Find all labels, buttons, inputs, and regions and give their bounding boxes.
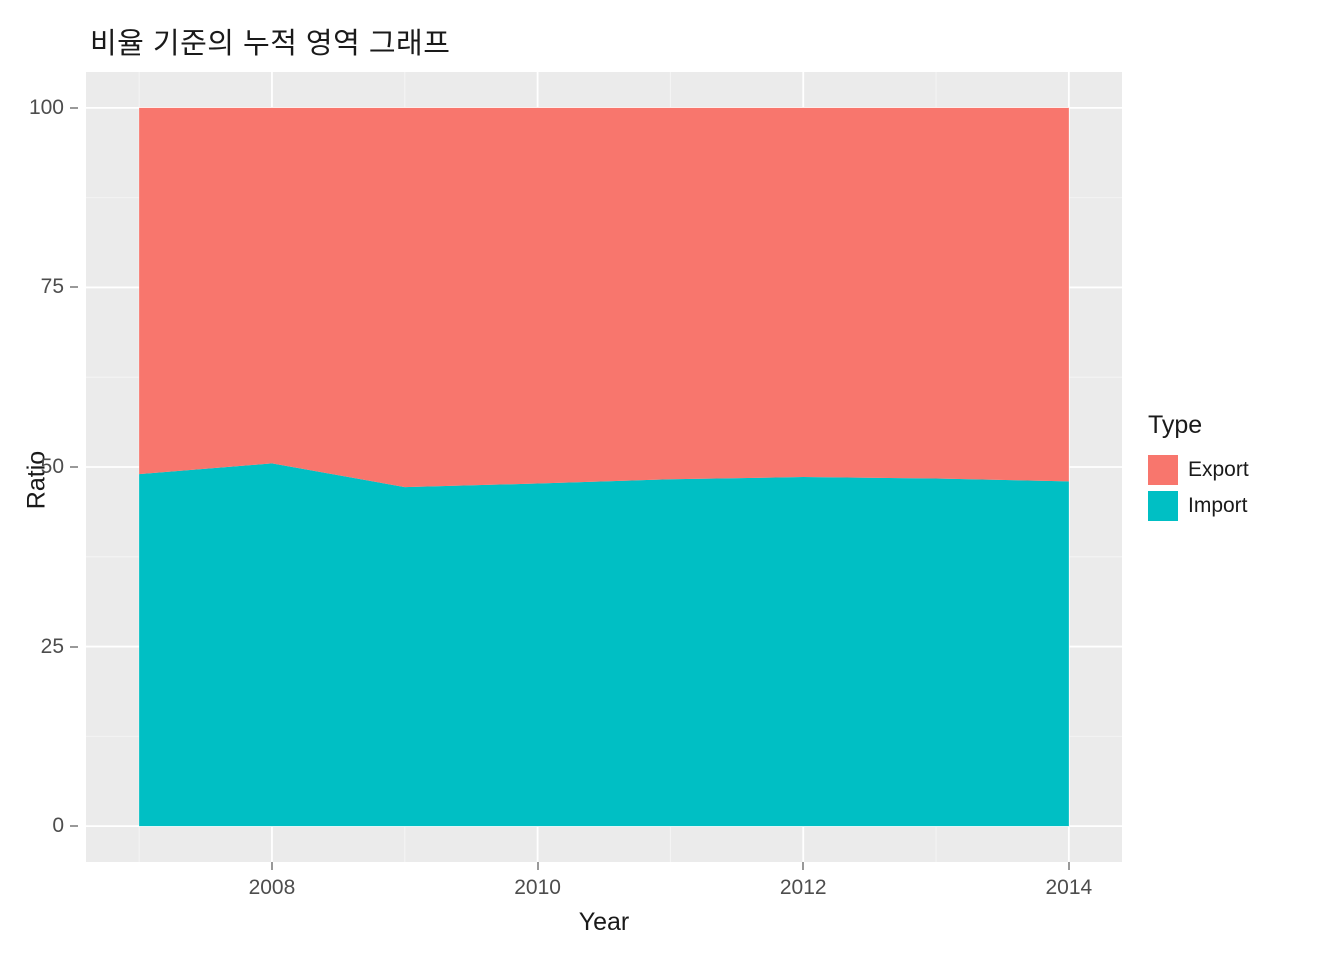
legend-item: Import (1148, 488, 1249, 524)
x-tick-label: 2010 (514, 876, 561, 900)
x-tick-mark (1068, 862, 1069, 870)
x-axis-label: Year (86, 908, 1122, 937)
legend-title: Type (1148, 411, 1249, 440)
y-tick-label: 0 (0, 814, 64, 838)
y-tick-label: 100 (0, 96, 64, 120)
area-import (139, 463, 1069, 826)
y-tick-mark (70, 467, 78, 468)
x-tick-mark (803, 862, 804, 870)
x-tick-label: 2008 (249, 876, 296, 900)
x-tick-mark (271, 862, 272, 870)
y-axis-ticks: 0 25 50 75 100 (0, 72, 78, 862)
y-tick-mark (70, 826, 78, 827)
legend-item-label: Export (1188, 458, 1249, 482)
legend: Type Export Import (1148, 72, 1249, 862)
y-tick-label: 75 (0, 275, 64, 299)
y-tick-mark (70, 287, 78, 288)
legend-item: Export (1148, 452, 1249, 488)
x-tick-mark (537, 862, 538, 870)
plot-panel (86, 72, 1122, 862)
legend-item-label: Import (1188, 494, 1248, 518)
y-tick-mark (70, 646, 78, 647)
legend-key-swatch (1148, 455, 1178, 485)
x-axis-ticks: 2008 2010 2012 2014 (86, 862, 1122, 902)
plot-svg (86, 72, 1122, 862)
legend-items: Export Import (1148, 452, 1249, 524)
x-tick-label: 2014 (1046, 876, 1093, 900)
legend-key-swatch (1148, 491, 1178, 521)
area-export (139, 108, 1069, 487)
chart-container: 비율 기준의 누적 영역 그래프 Ratio 0255075100 200820… (0, 0, 1344, 960)
y-tick-label: 25 (0, 635, 64, 659)
x-tick-label: 2012 (780, 876, 827, 900)
y-tick-mark (70, 107, 78, 108)
y-tick-label: 50 (0, 455, 64, 479)
chart-title: 비율 기준의 누적 영역 그래프 (90, 20, 450, 62)
